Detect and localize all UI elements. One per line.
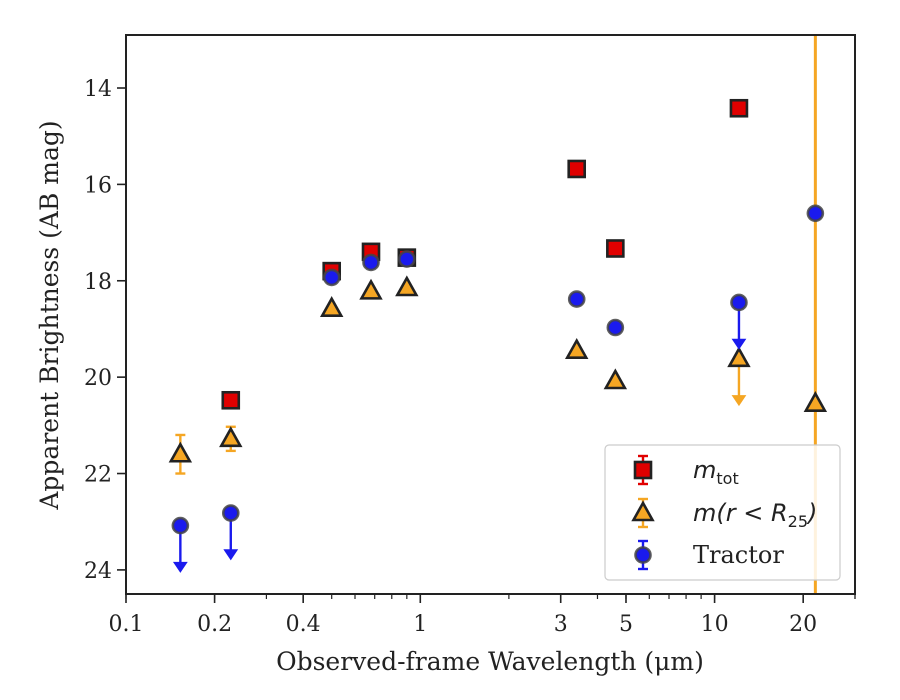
data-point-triangle (168, 441, 193, 463)
data-point-triangle (803, 390, 828, 412)
data-point-circle (806, 204, 825, 223)
x-axis-label: Observed-frame Wavelength (μm) (276, 647, 704, 676)
legend-marker-square (633, 460, 653, 480)
y-tick-label: 22 (84, 463, 112, 488)
legend: mtot m(r < R25) Tractor (604, 444, 841, 581)
legend-box (604, 444, 841, 581)
legend-marker-triangle (631, 500, 655, 522)
data-point-square (729, 98, 749, 118)
data-point-circle (730, 293, 748, 312)
x-tick-label: 0.4 (286, 612, 321, 637)
legend-marker-circle (634, 546, 652, 564)
upper-limit-arrow-head (731, 395, 747, 407)
y-axis-ticks: 14 16 18 20 22 24 (84, 77, 126, 584)
y-axis-label: Apparent Brightness (AB mag) (35, 120, 64, 510)
data-point-circle (398, 250, 416, 268)
plot-frame (125, 34, 856, 595)
y-tick-label: 18 (84, 270, 112, 295)
x-tick-label: 3 (554, 612, 568, 637)
x-axis-ticks: 0.1 0.2 0.4 1 3 5 10 20 (109, 594, 856, 637)
upper-limit-arrow-head (731, 338, 747, 350)
plot-area-border (125, 34, 856, 595)
data-point-square (567, 159, 587, 179)
upper-limit-arrow-head (223, 549, 239, 561)
legend-label-tractor: Tractor (693, 541, 784, 569)
x-tick-label: 1 (413, 612, 427, 637)
y-tick-label: 24 (84, 559, 112, 584)
upper-limit-arrow-head (172, 561, 188, 573)
data-point-triangle (727, 346, 751, 368)
data-point-triangle (319, 296, 344, 318)
data-point-square (606, 239, 625, 258)
data-point-triangle (359, 278, 383, 300)
x-tick-label: 0.2 (197, 612, 232, 637)
data-point-triangle (603, 368, 628, 390)
data-point-circle (606, 318, 625, 337)
x-tick-label: 20 (789, 612, 817, 637)
data-point-circle (362, 253, 380, 272)
data-point-circle (221, 504, 240, 522)
data-point-circle (171, 516, 190, 535)
x-tick-label: 0.1 (109, 612, 144, 637)
series-triangle (168, 275, 828, 475)
data-point-circle (567, 290, 586, 308)
data-point-triangle (395, 275, 419, 297)
legend-label-m-r25: m(r < R25) (693, 499, 817, 531)
series-circle (171, 204, 825, 573)
series-square (221, 98, 749, 410)
y-tick-label: 14 (84, 77, 112, 102)
x-tick-label: 5 (619, 612, 633, 637)
data-point-square (221, 390, 241, 410)
legend-label-mtot: mtot (693, 456, 739, 488)
series-layer (168, 98, 828, 573)
data-point-triangle (219, 426, 243, 448)
x-tick-label: 10 (701, 612, 729, 637)
y-tick-label: 20 (84, 366, 112, 391)
data-point-circle (322, 268, 341, 287)
data-point-triangle (564, 337, 589, 359)
y-tick-label: 16 (84, 173, 112, 198)
